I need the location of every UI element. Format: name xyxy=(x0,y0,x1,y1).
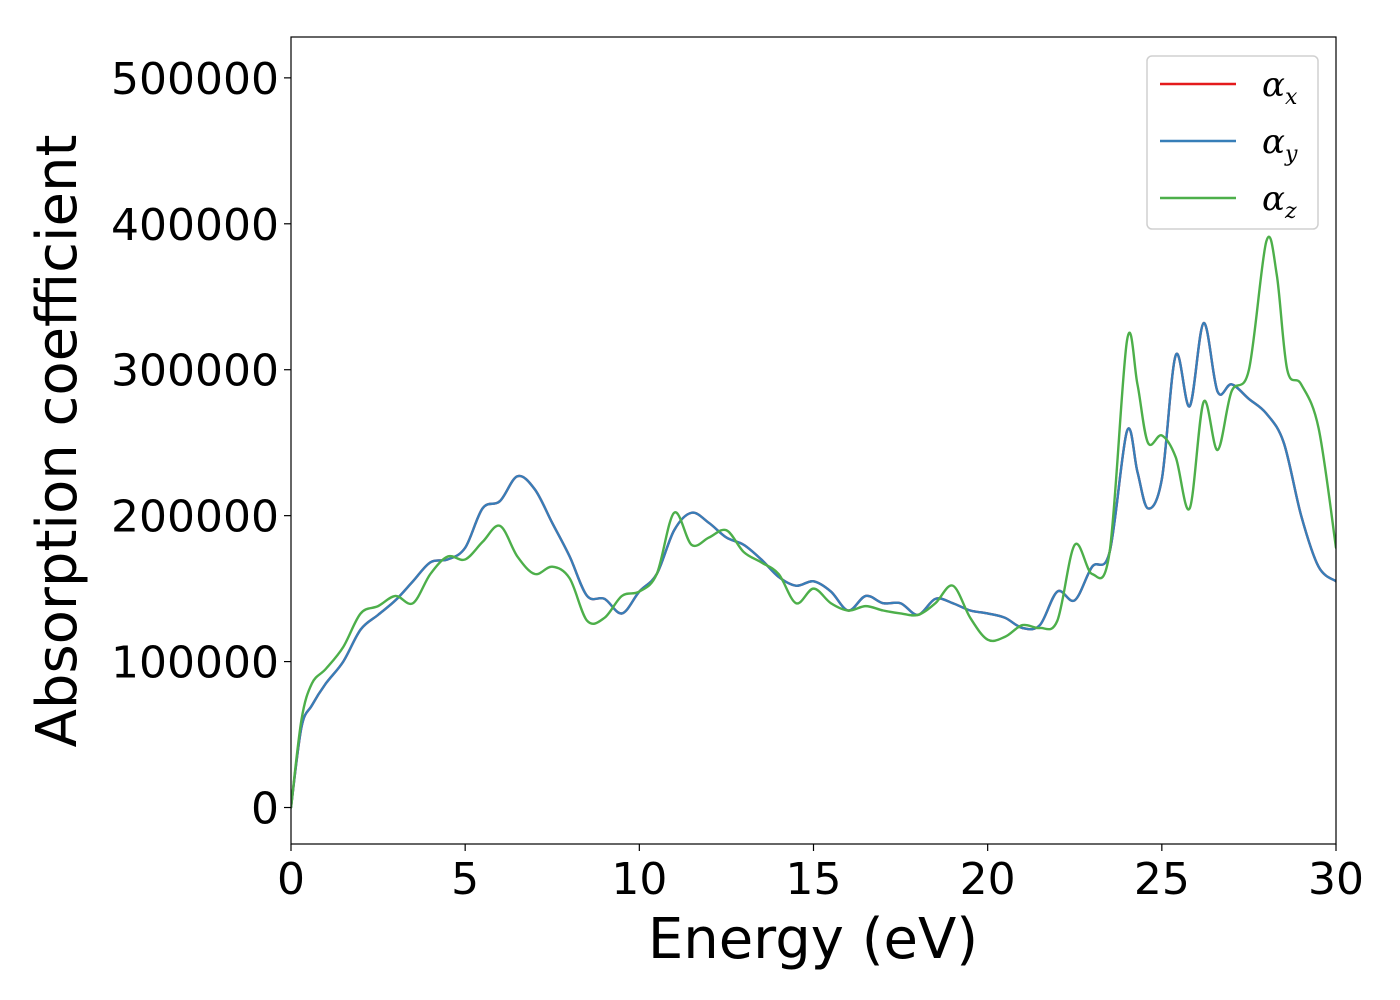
x-axis-ticks: 0 5 10 15 20 25 30 xyxy=(277,844,1364,905)
legend: αx αy αz xyxy=(1146,55,1319,230)
x-tick-label: 0 xyxy=(277,854,305,905)
y-tick-label: 500000 xyxy=(111,54,279,105)
x-tick-label: 5 xyxy=(451,854,479,905)
legend-label-x: αx xyxy=(1262,65,1298,110)
legend-items: αx αy αz xyxy=(1160,65,1298,224)
x-tick-label: 20 xyxy=(960,854,1016,905)
y-tick-label: 400000 xyxy=(111,200,279,251)
y-tick-label: 200000 xyxy=(111,492,279,543)
x-tick-label: 10 xyxy=(611,854,667,905)
x-tick-label: 25 xyxy=(1134,854,1190,905)
x-axis-label: Energy (eV) xyxy=(648,907,978,972)
y-axis-label: Absorption coefficient xyxy=(25,135,90,748)
x-tick-label: 30 xyxy=(1308,854,1364,905)
legend-label-z: αz xyxy=(1262,179,1297,224)
legend-label-y: αy xyxy=(1262,122,1298,167)
y-tick-label: 300000 xyxy=(111,346,279,397)
series-line-z xyxy=(291,235,1336,809)
series-layer xyxy=(291,235,1336,809)
y-tick-label: 0 xyxy=(251,784,279,835)
legend-frame xyxy=(1146,55,1319,230)
y-tick-label: 100000 xyxy=(111,638,279,689)
series-line-y xyxy=(291,321,1336,809)
y-axis-ticks: 0 100000 200000 300000 400000 500000 xyxy=(111,54,291,835)
x-tick-label: 15 xyxy=(786,854,842,905)
